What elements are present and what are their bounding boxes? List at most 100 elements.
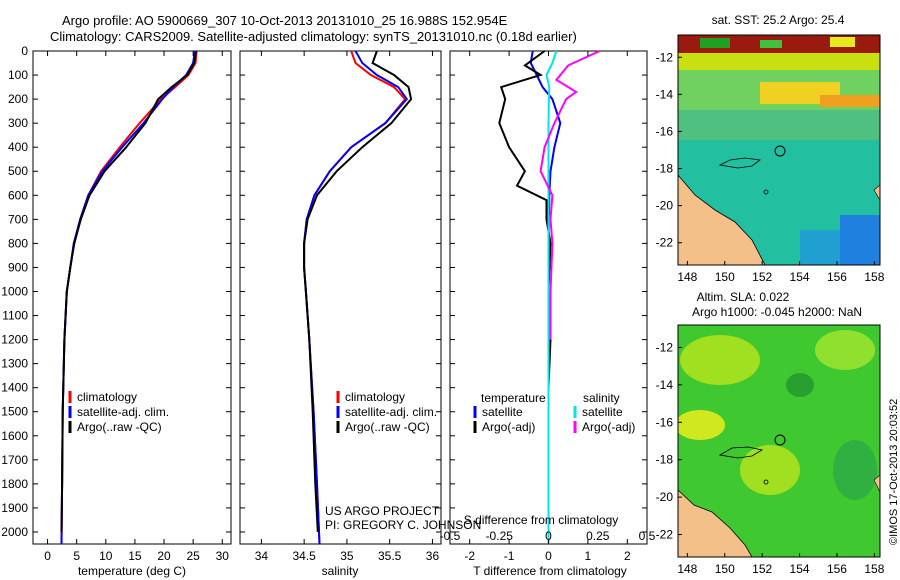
- x-tick-label: 34: [255, 549, 269, 563]
- legend-climatology-label: climatology: [345, 390, 405, 404]
- sst-mid-band: [678, 110, 880, 140]
- reef-outline: [718, 446, 764, 459]
- s-tick-label: 0.25: [586, 529, 610, 543]
- x-tick-label: 34.5: [292, 549, 316, 563]
- island-outline: [873, 474, 880, 493]
- depth-tick-label: 1000: [1, 284, 28, 298]
- x-tick-label: -2: [464, 549, 475, 563]
- depth-tick-label: 400: [8, 140, 28, 154]
- depth-tick-label: 0: [21, 44, 28, 58]
- depth-tick-label: 1300: [1, 357, 28, 371]
- sst-orange-patch: [820, 95, 880, 107]
- depth-tick-label: 1700: [1, 453, 28, 467]
- series-line-temperature-satellite: [529, 50, 562, 532]
- depth-tick-label: 1500: [1, 405, 28, 419]
- map-y-tick-label: -16: [656, 124, 674, 138]
- map-y-tick-label: -22: [656, 528, 674, 542]
- series-line-satellite-adj-clim-: [60, 50, 196, 545]
- depth-tick-label: 700: [8, 212, 28, 226]
- reef-outline: [718, 157, 762, 169]
- x-tick-label: 20: [157, 549, 171, 563]
- map-y-tick-label: -12: [656, 340, 674, 354]
- difference-series-layer: [498, 50, 601, 544]
- sst-cool-patch: [840, 215, 880, 265]
- argo-position-marker: [774, 145, 786, 157]
- series-line-argo-raw-qc-: [60, 50, 198, 533]
- legend-satellite-adj-label: satellite-adj. clim.: [77, 405, 169, 419]
- map-x-tick-label: 156: [827, 270, 847, 284]
- legend-climatology-label: climatology: [77, 390, 137, 404]
- depth-tick-label: 600: [8, 188, 28, 202]
- x-tick-label: 5: [73, 549, 80, 563]
- difference-x-ticks: -2 -1 0 1 2: [464, 51, 631, 563]
- map-x-tick-label: 152: [752, 562, 772, 576]
- argo-position-marker: [774, 434, 786, 446]
- map-y-tick-label: -12: [656, 50, 674, 64]
- map-x-tick-label: 152: [752, 270, 772, 284]
- map-y-tick-label: -22: [656, 236, 674, 250]
- temperature-series-layer: [60, 50, 198, 545]
- sst-map-panel: sat. SST: 25.2 Argo: 25.4 148 150 152 154 15…: [656, 13, 885, 284]
- sst-patch: [700, 38, 730, 48]
- series-line-salinity-argo-adj-: [539, 50, 601, 340]
- sst-map-title: sat. SST: 25.2 Argo: 25.4: [712, 13, 845, 27]
- legend-sal-argo-label: Argo(-adj): [582, 420, 635, 434]
- sst-map-frame: [677, 34, 881, 266]
- map-y-tick-label: -20: [656, 490, 674, 504]
- reef-dot: [763, 479, 769, 485]
- map-x-tick-label: 148: [677, 562, 697, 576]
- depth-tick-label: 200: [8, 92, 28, 106]
- sla-map-title-2: Argo h1000: -0.045 h2000: NaN: [692, 305, 862, 319]
- temperature-legend: climatology satellite-adj. clim. Argo(..…: [68, 390, 169, 434]
- pi-credit: PI: GREGORY C. JOHNSON: [325, 518, 481, 532]
- map-x-tick-label: 148: [677, 270, 697, 284]
- x-tick-label: 35: [340, 549, 354, 563]
- x-tick-label: -1: [504, 549, 515, 563]
- sla-high-blob: [740, 445, 800, 495]
- t-difference-axis-label: T difference from climatology: [473, 564, 627, 578]
- x-tick-label: 35.5: [378, 549, 402, 563]
- project-credit: US ARGO PROJECT: [325, 504, 440, 518]
- temperature-panel: 0 5 10 15 20 25 30 temperature (deg C) climato…: [32, 50, 232, 578]
- legend-temp-satellite-label: satellite: [482, 405, 523, 419]
- sla-map-frame: [677, 324, 881, 558]
- depth-tick-label: 1900: [1, 501, 28, 515]
- sla-map-axes: 148 150 152 154 156 158 -12 -14 -16 -18 -20 -22: [656, 340, 885, 576]
- map-y-tick-label: -18: [656, 453, 674, 467]
- temperature-plot-frame: [32, 50, 232, 545]
- difference-panel: -2 -1 0 1 2 -0.5 -0.25 0 0.25 0.5 S difference f…: [440, 50, 656, 578]
- sla-map-panel: Altim. SLA: 0.022 Argo h1000: -0.045 h20…: [656, 290, 885, 576]
- legend-argo-label: Argo(..raw -QC): [345, 420, 430, 434]
- header-line-1: Argo profile: AO 5900669_307 10-Oct-2013…: [62, 13, 508, 28]
- map-x-tick-label: 158: [864, 562, 884, 576]
- x-tick-label: 15: [128, 549, 142, 563]
- sst-cool-patch: [800, 230, 840, 265]
- map-y-tick-label: -20: [656, 199, 674, 213]
- salinity-series-layer: [303, 50, 413, 545]
- s-tick-label: 0: [545, 529, 552, 543]
- sla-low-blob: [786, 373, 814, 397]
- depth-tick-label: 800: [8, 236, 28, 250]
- s-tick-label: 0.5: [639, 529, 656, 543]
- depth-tick-label: 500: [8, 164, 28, 178]
- map-x-tick-label: 150: [715, 270, 735, 284]
- series-line-temperature-argo-adj-: [498, 50, 552, 412]
- map-y-tick-label: -14: [656, 87, 674, 101]
- legend-argo-label: Argo(..raw -QC): [77, 420, 162, 434]
- map-x-tick-label: 158: [864, 270, 884, 284]
- x-tick-label: 36: [426, 549, 440, 563]
- coastline-land: [678, 174, 766, 265]
- depth-axis: 0 100 200 300 400 500 600 700 800 900 1000 1100 1200…: [1, 44, 647, 539]
- sla-map-title-1: Altim. SLA: 0.022: [697, 290, 790, 304]
- depth-tick-label: 1100: [2, 309, 28, 323]
- series-line-argo-raw-qc-: [303, 50, 413, 533]
- series-line-climatology: [60, 50, 198, 545]
- sla-high-blob: [815, 330, 875, 370]
- depth-tick-label: 1200: [1, 333, 28, 347]
- sla-map-image: [678, 325, 880, 557]
- difference-legend: temperature salinity satellite Argo(-adj…: [473, 391, 635, 434]
- legend-satellite-adj-label: satellite-adj. clim.: [345, 405, 437, 419]
- s-tick-label: -0.5: [440, 529, 461, 543]
- sst-map-image: [678, 35, 880, 265]
